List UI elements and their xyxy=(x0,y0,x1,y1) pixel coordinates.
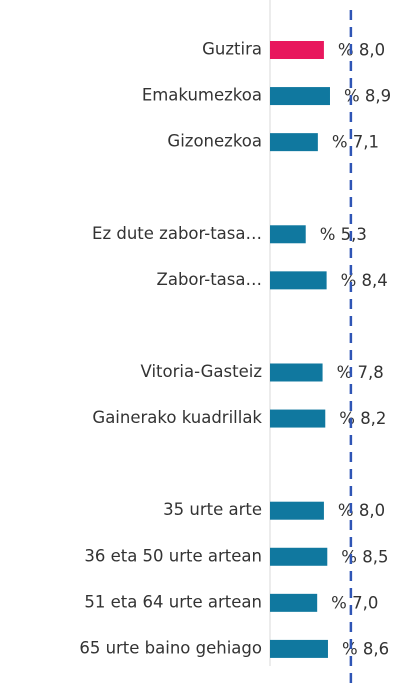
bar xyxy=(270,593,318,612)
category-label: Gainerako kuadrillak xyxy=(92,408,262,427)
bar xyxy=(270,363,323,382)
value-label: % 8,9 xyxy=(344,87,391,106)
value-label: % 7,8 xyxy=(337,363,384,382)
category-label: Vitoria-Gasteiz xyxy=(141,362,262,381)
category-label: 51 eta 64 urte artean xyxy=(84,592,262,611)
value-label: % 5,3 xyxy=(320,225,367,244)
value-label: % 7,1 xyxy=(332,133,379,152)
bar xyxy=(270,87,330,106)
category-label: 65 urte baino gehiago xyxy=(79,638,262,657)
value-label: % 8,5 xyxy=(341,547,388,566)
bar xyxy=(270,271,327,290)
category-label: Ez dute zabor-tasa… xyxy=(92,224,262,243)
bar xyxy=(270,547,328,566)
value-label: % 8,4 xyxy=(341,271,388,290)
category-label: Gizonezkoa xyxy=(167,132,262,151)
value-label: % 8,6 xyxy=(342,639,389,658)
bar xyxy=(270,133,318,152)
category-label: Guztira xyxy=(202,40,262,59)
value-label: % 7,0 xyxy=(331,593,378,612)
bar xyxy=(270,639,328,658)
bar xyxy=(270,225,306,244)
bar xyxy=(270,41,324,59)
category-label: 36 eta 50 urte artean xyxy=(84,546,262,565)
value-label: % 8,2 xyxy=(339,409,386,428)
category-label: 35 urte arte xyxy=(163,500,262,519)
category-label: Emakumezkoa xyxy=(142,86,262,105)
bar xyxy=(270,501,324,520)
value-label: % 8,0 xyxy=(338,501,385,520)
value-label: % 8,0 xyxy=(338,41,385,60)
category-label: Zabor-tasa… xyxy=(157,270,262,289)
bar xyxy=(270,409,326,428)
